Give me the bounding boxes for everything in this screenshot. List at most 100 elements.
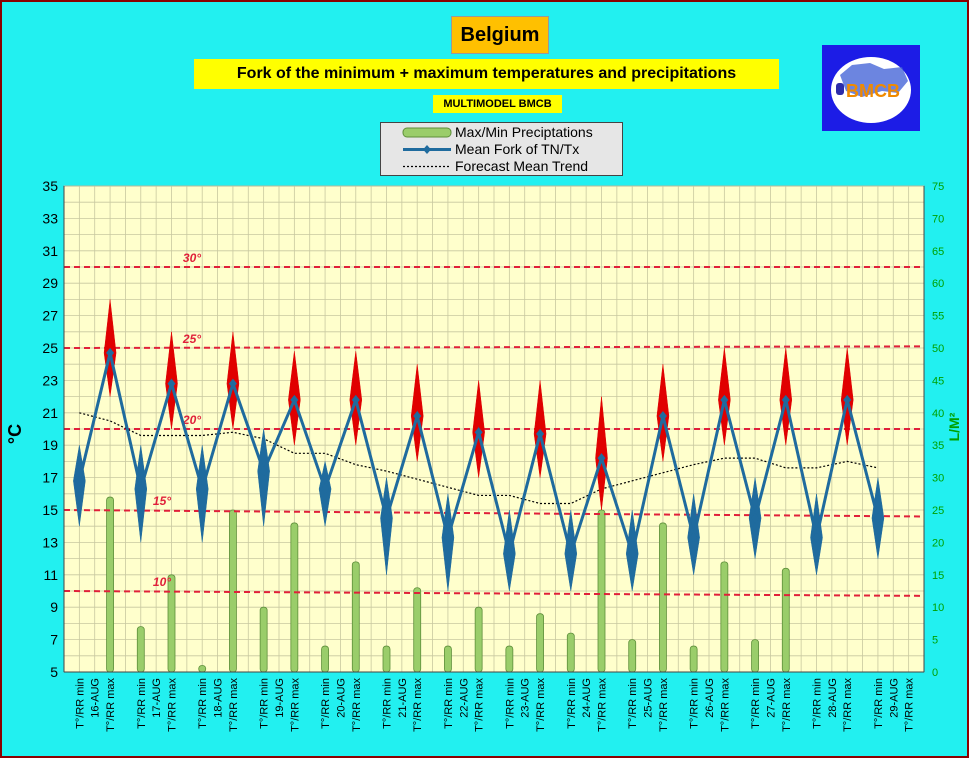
page-title: Belgium	[451, 16, 549, 54]
threshold-label: 30°	[183, 251, 201, 265]
y-axis-right-label: L/M²	[946, 412, 962, 441]
threshold-label: 20°	[182, 413, 201, 427]
y-tick-label-right: 75	[932, 181, 944, 193]
x-tick-label-date: 16-AUG	[90, 678, 102, 718]
mean-fork-point	[167, 378, 176, 389]
y-tick-label-right: 70	[932, 213, 944, 225]
mean-fork-point	[628, 548, 637, 559]
x-tick-label-date: 22-AUG	[458, 678, 470, 718]
x-tick-label-min: T°/RR min	[873, 678, 885, 729]
x-tick-label-min: T°/RR min	[750, 678, 762, 729]
mean-fork-point	[382, 513, 391, 524]
x-tick-label-min: T°/RR min	[812, 678, 824, 729]
model-label: MULTIMODEL BMCB	[433, 95, 562, 113]
x-tick-label-min: T°/RR min	[320, 678, 332, 729]
x-tick-label-date: 23-AUG	[520, 678, 532, 718]
threshold-label: 10°	[153, 575, 171, 589]
mean-fork-point	[106, 347, 115, 358]
x-tick-label-max: T°/RR max	[904, 678, 916, 732]
precip-bar	[751, 639, 759, 673]
logo-text: BMCB	[846, 81, 900, 101]
chart-subtitle: Fork of the minimum + maximum temperatur…	[194, 59, 779, 89]
legend-label-trend: Forecast Mean Trend	[455, 158, 589, 174]
precip-bar	[597, 509, 606, 673]
x-tick-label-date: 26-AUG	[704, 678, 716, 718]
legend-label-precip: Max/Min Preciptations	[455, 124, 593, 140]
precip-bar	[444, 645, 452, 673]
trend-line	[79, 412, 879, 505]
y-tick-label-right: 0	[932, 667, 938, 679]
x-tick-label-max: T°/RR max	[105, 678, 117, 732]
y-tick-label-right: 15	[932, 570, 944, 582]
mean-fork-line-group	[75, 347, 882, 560]
threshold-line	[63, 590, 925, 597]
y-tick-label-left: 11	[43, 567, 58, 583]
x-tick-label-date: 21-AUG	[397, 678, 409, 718]
x-tick-label-min: T°/RR min	[197, 678, 209, 729]
precip-bar	[566, 632, 575, 673]
precip-bar	[259, 606, 268, 673]
mean-fork-point	[75, 475, 84, 486]
precip-bar	[720, 561, 729, 673]
mean-fork-point	[873, 513, 882, 524]
y-tick-label-right: 65	[932, 246, 944, 258]
x-tick-label-max: T°/RR max	[597, 678, 609, 732]
mean-fork-point	[290, 394, 299, 405]
y-tick-label-right: 30	[932, 473, 944, 485]
y-tick-label-right: 55	[932, 311, 944, 323]
x-tick-label-min: T°/RR min	[689, 678, 701, 729]
x-tick-label-min: T°/RR min	[382, 678, 394, 729]
mean-fork-point	[136, 483, 145, 494]
mean-fork-point	[413, 411, 422, 422]
x-tick-label-max: T°/RR max	[228, 678, 240, 732]
precip-bar	[167, 574, 176, 673]
mean-fork-point	[751, 513, 760, 524]
x-tick-label-date: 18-AUG	[213, 678, 225, 718]
mean-fork-point	[198, 483, 207, 494]
axes: 5 7 9 11 13 15 17 19 21 23 25 27 29 31 33 35 0 5 10 15 20 25 3…	[42, 178, 944, 732]
mean-fork-point	[536, 428, 545, 439]
precip-bar	[106, 496, 114, 673]
trend-line-group	[79, 412, 879, 505]
mean-fork-point	[781, 394, 790, 405]
precip-bar	[321, 645, 329, 673]
mean-fork-point	[658, 411, 667, 422]
x-tick-label-max: T°/RR max	[351, 678, 363, 732]
y-tick-label-left: 27	[42, 308, 58, 324]
y-tick-label-left: 21	[42, 405, 58, 421]
precip-bar	[474, 606, 483, 673]
x-tick-label-min: T°/RR min	[136, 678, 148, 729]
y-tick-label-left: 29	[42, 275, 58, 291]
chart-legend: Max/Min Preciptations Mean Fork of TN/Tx…	[380, 122, 623, 176]
y-tick-label-left: 33	[42, 210, 58, 226]
legend-item-mean-fork: Mean Fork of TN/Tx	[381, 141, 622, 158]
x-tick-label-date: 24-AUG	[581, 678, 593, 718]
x-tick-label-date: 20-AUG	[335, 678, 347, 718]
precip-bar	[136, 626, 145, 673]
y-tick-label-right: 25	[932, 505, 944, 517]
precip-bar	[413, 587, 422, 673]
mean-fork-point	[321, 483, 330, 494]
mean-fork-point	[259, 466, 268, 477]
mean-fork-point	[720, 394, 729, 405]
precip-bar	[689, 645, 698, 673]
y-tick-label-left: 25	[42, 340, 58, 356]
x-tick-label-max: T°/RR max	[412, 678, 424, 732]
x-tick-label-max: T°/RR max	[535, 678, 547, 732]
legend-label-mean-fork: Mean Fork of TN/Tx	[455, 141, 580, 157]
x-tick-label-max: T°/RR max	[289, 678, 301, 732]
mean-fork-point	[474, 427, 483, 438]
threshold-line	[63, 345, 925, 349]
precip-bar	[198, 665, 207, 673]
precip-bar	[505, 645, 514, 673]
y-tick-label-left: 9	[50, 599, 58, 615]
mean-fork-point	[228, 378, 237, 389]
y-tick-label-left: 15	[42, 502, 58, 518]
threshold-label: 15°	[153, 494, 171, 508]
y-tick-label-right: 20	[932, 537, 944, 549]
x-tick-label-date: 19-AUG	[274, 678, 286, 718]
precip-bar	[536, 613, 544, 673]
y-tick-label-left: 5	[50, 664, 58, 680]
